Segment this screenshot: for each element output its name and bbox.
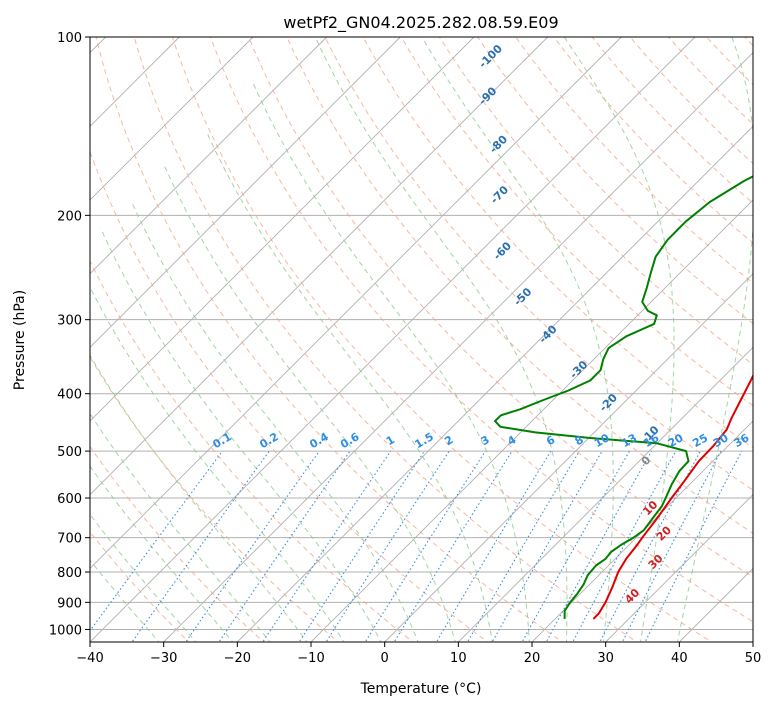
- y-tick-label: 600: [57, 492, 82, 507]
- x-axis-label: Temperature (°C): [360, 681, 482, 697]
- dry-adiabat-line: [248, 37, 753, 578]
- moist-adiabat-line: [163, 165, 456, 642]
- mixing-ratio-line: [218, 450, 351, 642]
- x-tick-label: −20: [224, 651, 251, 666]
- y-tick-label: 800: [57, 566, 82, 581]
- moist-adiabat-line: [90, 559, 160, 642]
- moist-adiabat-line: [131, 201, 419, 642]
- isotherm-line: [90, 37, 475, 422]
- profile-lines: [494, 175, 753, 620]
- y-tick-label: 300: [57, 314, 82, 329]
- isotherm-line: [90, 37, 696, 642]
- dry-adiabat-line: [90, 150, 489, 642]
- isotherm-line: [163, 52, 753, 642]
- x-tick-label: −10: [297, 651, 324, 666]
- x-tick-label: −40: [76, 651, 103, 666]
- dry-adiabat-line: [90, 356, 340, 642]
- y-tick-label: 400: [57, 388, 82, 403]
- y-tick-label: 200: [57, 209, 82, 224]
- moist-adiabat-line: [90, 412, 271, 642]
- y-tick-label: 1000: [49, 623, 82, 638]
- y-tick-label: 500: [57, 445, 82, 460]
- background-lines: [90, 37, 753, 642]
- x-tick-label: 50: [745, 651, 762, 666]
- isotherm-line: [237, 125, 753, 642]
- x-tick-label: 0: [381, 651, 389, 666]
- y-tick-label: 700: [57, 532, 82, 547]
- y-tick-label: 100: [57, 31, 82, 46]
- moist-adiabat-line: [314, 37, 568, 642]
- moist-adiabat-line: [563, 37, 675, 642]
- moist-adiabat-line: [206, 132, 493, 642]
- isotherm-line: [531, 420, 753, 642]
- dry-adiabat-line: [209, 37, 753, 623]
- mixing-ratio-line: [298, 450, 425, 642]
- mixing-ratio-line: [572, 450, 677, 642]
- dry-adiabat-line: [286, 37, 753, 534]
- mixing-ratio-line: [185, 450, 320, 642]
- dry-adiabat-line: [90, 259, 414, 642]
- isotherm-line: [90, 37, 548, 496]
- y-tick-label: 900: [57, 596, 82, 611]
- dry-adiabat-line: [133, 37, 638, 642]
- dry-adiabat-line: [95, 37, 564, 642]
- isotherm-line: [605, 494, 753, 642]
- dewpoint-profile-line: [494, 175, 753, 619]
- mixing-ratio-line: [325, 450, 450, 642]
- chart-title: wetPf2_GN04.2025.282.08.59.E09: [283, 13, 558, 33]
- moist-adiabat-line: [90, 465, 234, 642]
- x-tick-label: 10: [450, 651, 467, 666]
- plot-frame: [89, 36, 754, 643]
- x-tick-label: −30: [150, 651, 177, 666]
- mixing-ratio-line: [621, 450, 722, 642]
- isotherm-line: [90, 37, 327, 275]
- mixing-ratio-line: [131, 450, 270, 642]
- moist-adiabat-line: [100, 227, 382, 642]
- dry-adiabat-line: [324, 37, 753, 491]
- x-tick-label: 40: [671, 651, 688, 666]
- x-tick-label: 30: [597, 651, 614, 666]
- axes: −40 −30 −20 −10 0 10 20 30 40 50 1000 900 800 700 600 5…: [49, 31, 761, 666]
- isotherm-line: [90, 37, 401, 348]
- x-tick-label: 20: [524, 651, 541, 666]
- mixing-ratio-line: [599, 450, 701, 642]
- mixing-ratio-line: [364, 450, 486, 642]
- moist-adiabat-line: [421, 37, 614, 642]
- mixing-ratio-line: [466, 450, 580, 642]
- y-axis-label: Pressure (hPa): [12, 290, 28, 390]
- dry-adiabat-line: [400, 37, 753, 407]
- isotherm-line: [458, 346, 753, 642]
- mixing-ratio-line: [393, 450, 513, 642]
- mixing-ratio-line: [90, 450, 223, 632]
- mixing-ratio-line: [262, 450, 392, 642]
- isotherm-line: [90, 37, 622, 569]
- moist-adiabat-line: [252, 83, 530, 642]
- moist-adiabat-line: [90, 354, 308, 642]
- isotherm-line: [384, 273, 753, 642]
- temperature-profile-line: [592, 373, 753, 620]
- dry-adiabat-line: [171, 37, 713, 642]
- isotherm-line: [90, 37, 254, 201]
